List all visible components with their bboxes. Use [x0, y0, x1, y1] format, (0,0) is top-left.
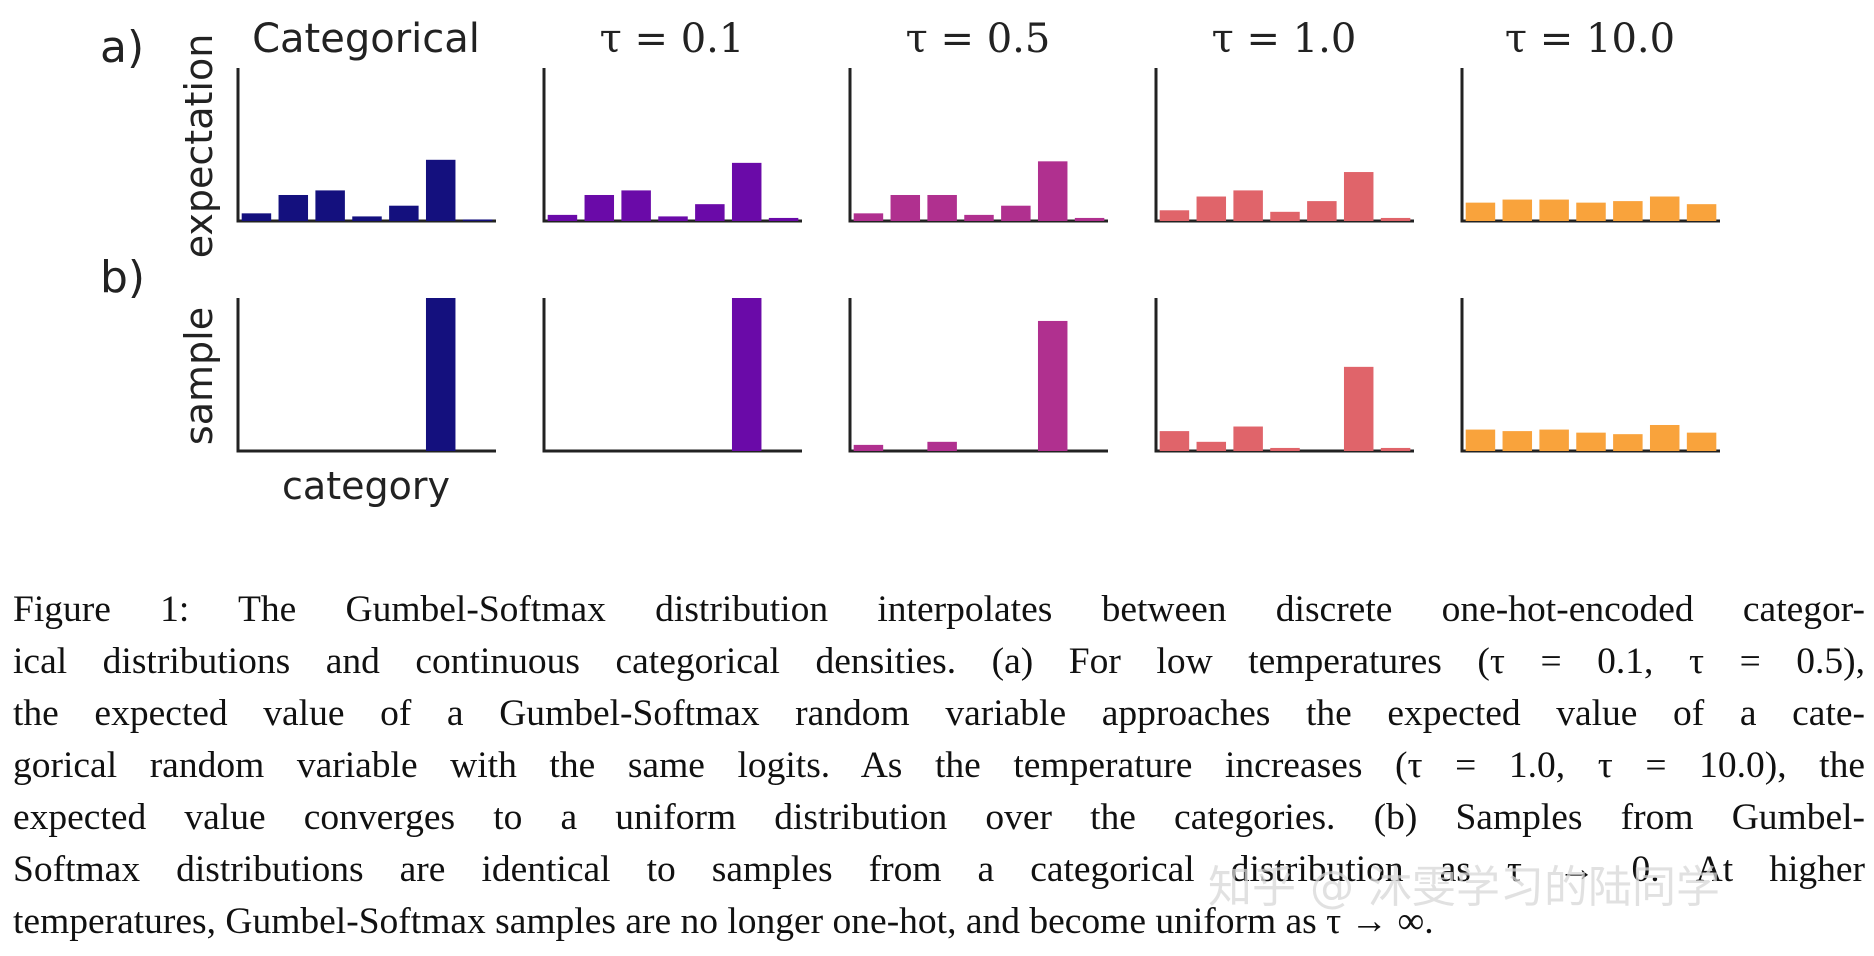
- expectation-bar: [731, 162, 762, 221]
- expectation-bar: [389, 205, 419, 221]
- caption-line: expected value converges to a uniform di…: [13, 797, 1865, 838]
- caption-line: Figure 1: The Gumbel-Softmax distributio…: [13, 589, 1865, 630]
- expectation-bar: [315, 190, 345, 221]
- expectation-bar: [1196, 196, 1227, 221]
- expectation-bar: [890, 194, 921, 221]
- expectation-bar: [927, 194, 957, 221]
- expectation-bar: [1270, 211, 1300, 221]
- sample-bar: [1380, 447, 1411, 451]
- expectation-bar: [1233, 190, 1263, 221]
- sample-bar: [927, 441, 957, 451]
- caption-line: ical distributions and continuous catego…: [13, 641, 1865, 682]
- expectation-bar: [1307, 201, 1337, 221]
- expectation-bar: [1613, 201, 1643, 221]
- ylabel-expectation: expectation: [177, 34, 221, 259]
- caption-line: gorical random variable with the same lo…: [13, 745, 1865, 786]
- expectation-bar: [547, 214, 578, 221]
- xlabel-category: category: [282, 464, 450, 508]
- expectation-bar: [853, 213, 884, 221]
- expectation-bar: [1502, 199, 1533, 221]
- expectation-bar: [241, 213, 272, 221]
- expectation-bar: [1074, 217, 1105, 221]
- sample-bar: [1037, 320, 1068, 451]
- expectation-bar: [1465, 202, 1496, 221]
- sample-bar: [1613, 434, 1643, 451]
- sample-bar: [1159, 431, 1190, 451]
- sample-bar: [1196, 441, 1227, 451]
- caption-line: the expected value of a Gumbel-Softmax r…: [13, 693, 1865, 734]
- expectation-bar: [1343, 172, 1374, 221]
- col-title-tau-0.1: τ = 0.1: [600, 16, 745, 62]
- sample-bar: [1576, 432, 1606, 451]
- expectation-bar: [1686, 204, 1717, 221]
- expectation-bar: [1037, 161, 1068, 221]
- expectation-bar: [621, 190, 651, 221]
- sample-bar: [1502, 431, 1533, 451]
- axes-layer: [236, 68, 1720, 453]
- expectation-bar: [695, 204, 725, 221]
- caption-line: Softmax distributions are identical to s…: [13, 849, 1865, 890]
- sample-bar: [425, 298, 456, 451]
- ylabel-sample: sample: [177, 307, 221, 445]
- panel-label-b: b): [100, 252, 145, 303]
- sample-bar: [1686, 432, 1717, 451]
- bars-layer: [241, 159, 1717, 451]
- expectation-bar: [1001, 205, 1031, 221]
- col-title-categorical: Categorical: [252, 16, 480, 62]
- expectation-bar: [1159, 210, 1190, 221]
- caption-line: temperatures, Gumbel-Softmax samples are…: [13, 901, 1434, 942]
- col-title-tau-10.0: τ = 10.0: [1505, 16, 1675, 62]
- gumbel-softmax-figure: a) b) expectation sample category Catego…: [100, 16, 1720, 508]
- sample-bar: [853, 444, 884, 451]
- col-title-tau-0.5: τ = 0.5: [906, 16, 1051, 62]
- expectation-bar: [1380, 217, 1411, 221]
- expectation-bar: [462, 219, 493, 221]
- expectation-bar: [1576, 202, 1606, 221]
- expectation-bar: [425, 159, 456, 221]
- sample-bar: [1465, 429, 1496, 451]
- expectation-bar: [658, 216, 688, 221]
- expectation-bar: [278, 194, 309, 221]
- panel-label-a: a): [100, 22, 144, 73]
- expectation-bar: [768, 217, 799, 221]
- expectation-bar: [1539, 199, 1569, 221]
- sample-bar: [1270, 447, 1300, 451]
- sample-bar: [1539, 429, 1569, 451]
- sample-bar: [731, 298, 762, 451]
- expectation-bar: [964, 214, 994, 221]
- col-title-tau-1.0: τ = 1.0: [1212, 16, 1357, 62]
- expectation-bar: [584, 194, 615, 221]
- sample-bar: [1343, 366, 1374, 451]
- sample-bar: [1649, 424, 1680, 451]
- sample-bar: [1233, 426, 1263, 451]
- figure-caption: Figure 1: The Gumbel-Softmax distributio…: [13, 584, 1865, 948]
- expectation-bar: [352, 216, 382, 221]
- expectation-bar: [1649, 196, 1680, 221]
